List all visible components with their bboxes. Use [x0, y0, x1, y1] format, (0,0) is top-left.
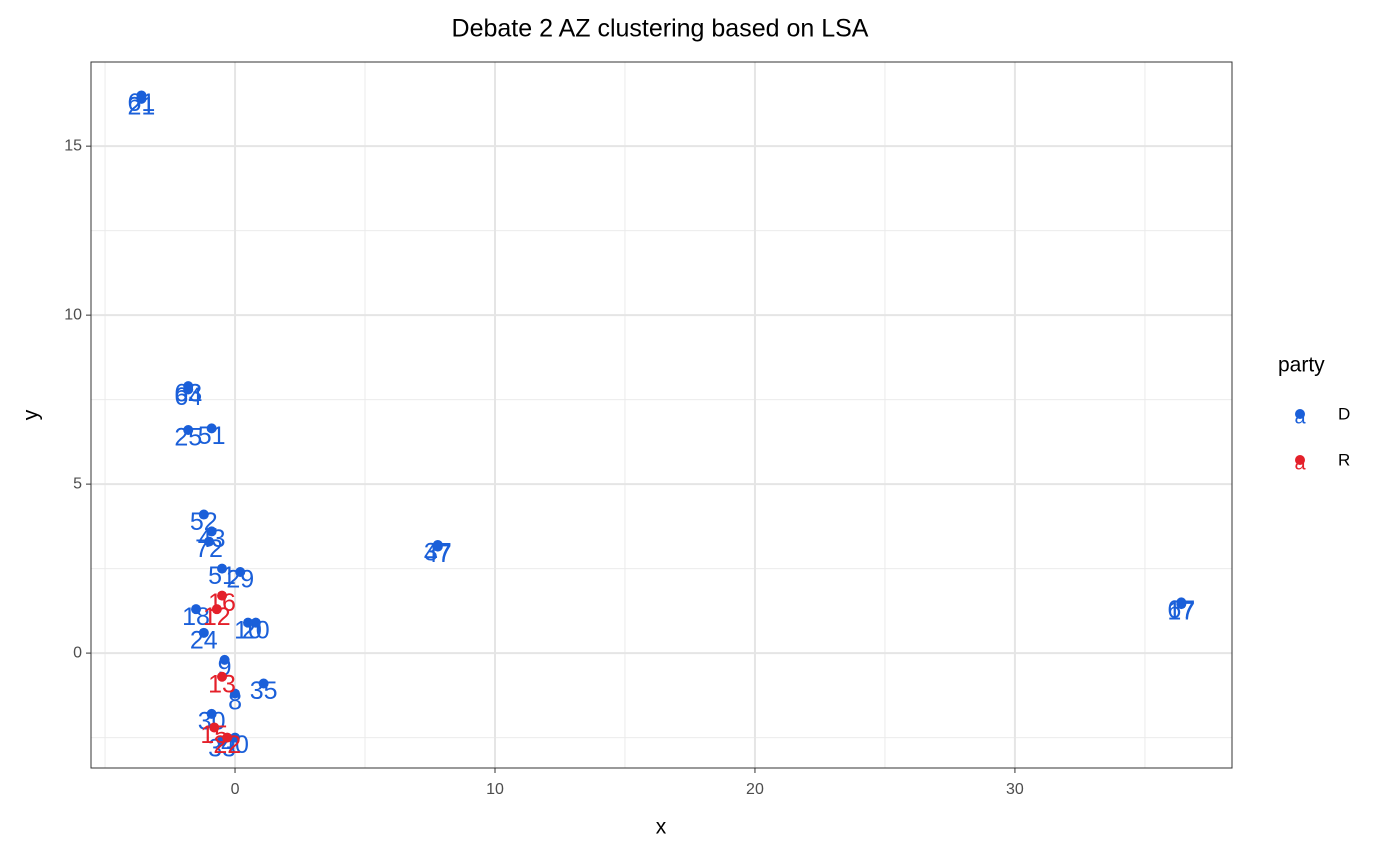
x-tick-label: 10: [486, 781, 504, 798]
point: [198, 627, 209, 638]
point: [136, 93, 147, 104]
point: [217, 563, 228, 574]
point: [258, 678, 269, 689]
point: [217, 590, 228, 601]
y-tick-label: 10: [64, 306, 82, 323]
legend-title: party: [1278, 354, 1325, 377]
point: [230, 732, 241, 743]
x-tick-label: 30: [1006, 781, 1024, 798]
point: [191, 604, 202, 615]
chart-title: Debate 2 AZ clustering based on LSA: [452, 15, 869, 43]
point: [432, 541, 443, 552]
x-tick-label: 20: [746, 781, 764, 798]
point: [183, 384, 194, 395]
point: [222, 732, 233, 743]
point: [209, 722, 220, 733]
y-axis-title: y: [20, 409, 43, 420]
x-axis-title: x: [656, 816, 667, 839]
point: [204, 536, 215, 547]
point: [250, 617, 261, 628]
point: [219, 654, 230, 665]
legend-label: D: [1338, 404, 1350, 423]
point: [230, 688, 241, 699]
y-tick-label: 0: [73, 644, 82, 661]
point: [235, 566, 246, 577]
legend-marker: [1295, 455, 1305, 465]
point: [1176, 599, 1187, 610]
y-tick-label: 5: [73, 475, 82, 492]
point: [211, 604, 222, 615]
legend-marker: [1295, 409, 1305, 419]
point: [217, 671, 228, 682]
point: [206, 708, 217, 719]
point: [198, 509, 209, 520]
point: [183, 425, 194, 436]
plot-border: [90, 61, 1233, 769]
y-tick-label: 15: [64, 137, 82, 154]
point: [206, 423, 217, 434]
point: [206, 526, 217, 537]
x-tick-label: 0: [231, 781, 240, 798]
legend-label: R: [1338, 450, 1350, 469]
point: [243, 617, 254, 628]
